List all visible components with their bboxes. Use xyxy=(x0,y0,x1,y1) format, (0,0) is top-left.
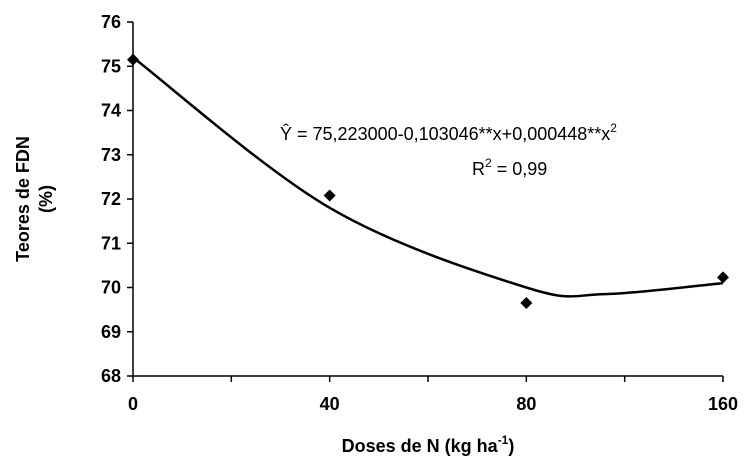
x-tick-label: 160 xyxy=(708,394,738,414)
trend-curve xyxy=(132,56,724,298)
regression-equation-text: Ŷ = 75,223000-0,103046**x+0,000448**x xyxy=(280,124,610,144)
regression-equation: Ŷ = 75,223000-0,103046**x+0,000448**x2 xyxy=(280,121,617,144)
y-tick-label: 69 xyxy=(101,322,121,342)
y-tick-label: 71 xyxy=(101,233,121,253)
data-point-marker xyxy=(127,53,139,66)
data-point-marker xyxy=(717,271,729,284)
data-point-marker xyxy=(323,189,336,202)
r-squared: R2 = 0,99 xyxy=(472,156,547,179)
x-axis-title: Doses de N (kg ha-1) xyxy=(342,433,515,456)
x-axis-title-main: Doses de N (kg ha xyxy=(342,436,499,456)
r-squared-sup: 2 xyxy=(485,156,492,170)
x-ticks: 0 40 80 160 xyxy=(128,376,738,414)
regression-equation-sup: 2 xyxy=(610,121,617,135)
y-tick-label: 72 xyxy=(101,189,121,209)
x-tick-label: 40 xyxy=(320,394,340,414)
axes xyxy=(132,22,723,377)
x-axis-title-sup: -1 xyxy=(498,433,509,447)
y-ticks: 68 69 70 71 72 73 74 75 76 xyxy=(101,12,133,386)
data-points xyxy=(127,53,729,309)
y-axis-title-line1: Teores de FDN xyxy=(13,136,33,262)
r-squared-pre: R xyxy=(472,159,485,179)
r-squared-post: = 0,99 xyxy=(492,159,548,179)
y-tick-label: 74 xyxy=(101,101,121,121)
y-tick-label: 76 xyxy=(101,12,121,32)
x-tick-label: 0 xyxy=(128,394,138,414)
y-tick-label: 73 xyxy=(101,145,121,165)
data-point-marker xyxy=(520,296,533,309)
y-axis-title-line2: (%) xyxy=(36,185,56,213)
y-tick-label: 75 xyxy=(101,56,121,76)
x-axis-title-end: ) xyxy=(508,436,514,456)
y-tick-label: 68 xyxy=(101,366,121,386)
x-tick-label: 80 xyxy=(516,394,536,414)
y-tick-label: 70 xyxy=(101,278,121,298)
